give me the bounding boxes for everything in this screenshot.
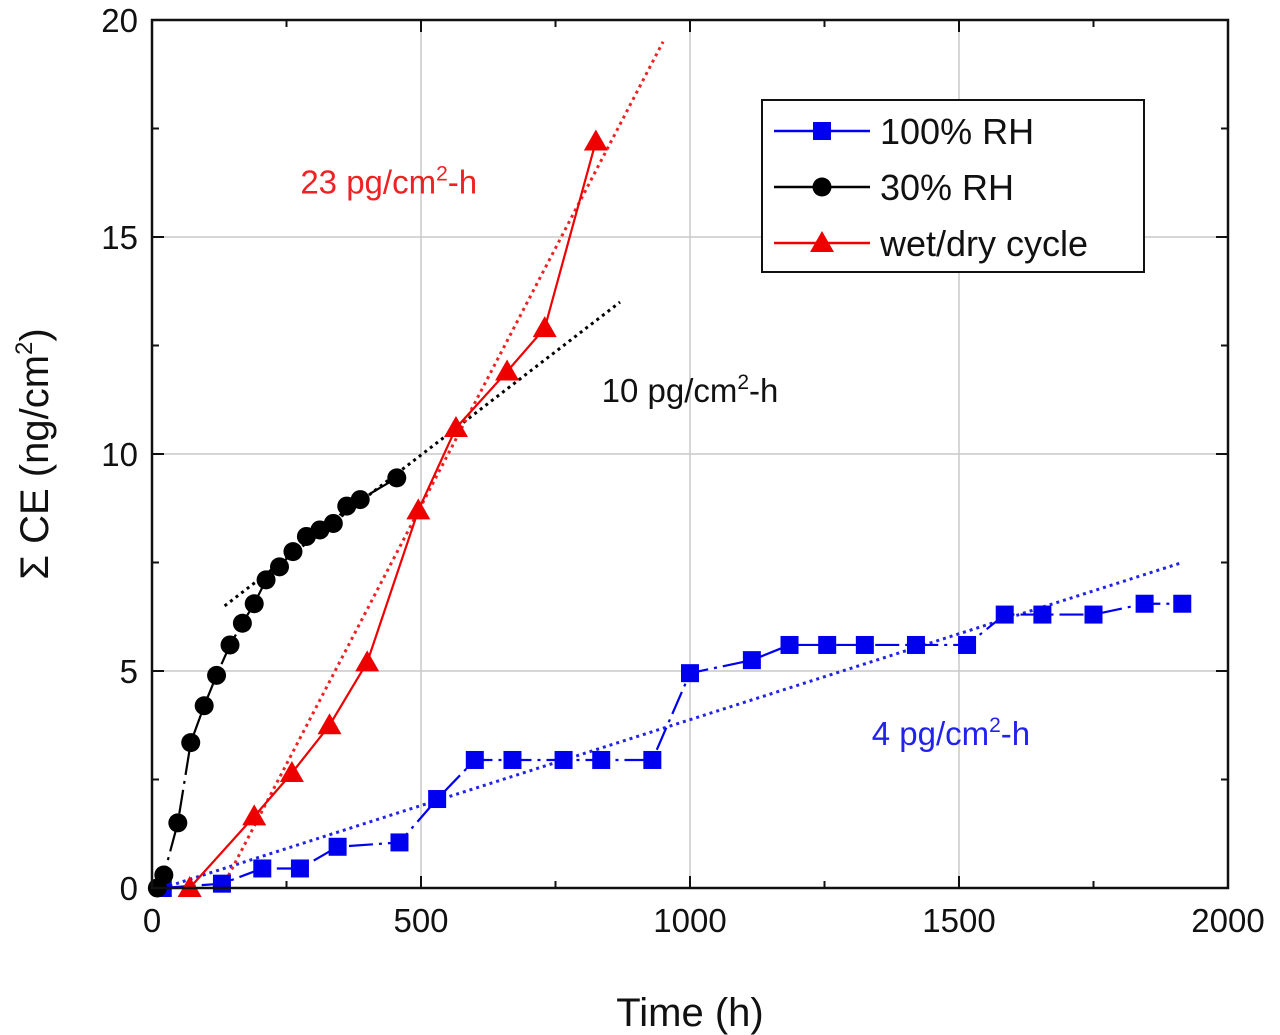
data-point-100-rh bbox=[995, 605, 1014, 624]
annotation-rate-blue: 4 pg/cm2-h bbox=[872, 714, 1030, 752]
data-point-30-rh bbox=[232, 613, 252, 633]
legend-label-wet-dry-cycle: wet/dry cycle bbox=[879, 223, 1088, 264]
data-point-30-rh bbox=[194, 696, 214, 716]
data-point-30-rh bbox=[323, 513, 343, 533]
annotation-superscript: 2 bbox=[989, 714, 1001, 737]
data-point-100-rh bbox=[742, 651, 761, 670]
data-point-wet-dry-cycle bbox=[355, 650, 380, 672]
legend-label-30-rh: 30% RH bbox=[880, 167, 1014, 208]
data-point-100-rh bbox=[780, 635, 799, 654]
data-point-wet-dry-cycle bbox=[532, 316, 557, 338]
series-group bbox=[147, 129, 1192, 898]
legend: 100% RH 30% RH wet/dry cycle bbox=[761, 99, 1145, 273]
legend-label-100-rh: 100% RH bbox=[880, 111, 1034, 152]
data-point-100-rh bbox=[328, 837, 347, 856]
data-point-30-rh bbox=[244, 594, 264, 614]
annotation-superscript: 2 bbox=[436, 163, 448, 186]
data-point-100-rh bbox=[906, 635, 925, 654]
data-point-100-rh bbox=[643, 750, 662, 769]
data-point-30-rh bbox=[256, 570, 276, 590]
data-point-30-rh bbox=[207, 665, 227, 685]
data-point-100-rh bbox=[681, 664, 699, 683]
data-point-100-rh bbox=[1033, 605, 1052, 624]
data-point-wet-dry-cycle bbox=[406, 498, 431, 520]
data-point-100-rh bbox=[428, 790, 447, 809]
data-point-30-rh bbox=[270, 557, 290, 577]
y-axis-title: Σ CE (ng/cm2) bbox=[11, 328, 57, 579]
x-tick-label: 2000 bbox=[1191, 902, 1264, 939]
y-tick-label: 15 bbox=[101, 219, 138, 256]
data-point-100-rh bbox=[958, 635, 977, 654]
annotation-rate-red: 23 pg/cm2-h bbox=[300, 163, 477, 201]
data-point-100-rh bbox=[390, 833, 409, 852]
legend-marker-wet-dry-cycle bbox=[810, 231, 834, 252]
series-line-wet-dry-cycle bbox=[188, 141, 597, 889]
y-axis-title-main: Σ CE (ng/cm bbox=[13, 355, 57, 580]
data-point-100-rh bbox=[503, 750, 522, 769]
legend-marker-100-rh bbox=[813, 122, 831, 140]
data-point-wet-dry-cycle bbox=[279, 760, 304, 782]
annotation-rate-black: 10 pg/cm2-h bbox=[602, 371, 779, 409]
annotation-suffix: -h bbox=[448, 164, 477, 201]
data-point-wet-dry-cycle bbox=[443, 415, 468, 437]
y-axis-title-superscript: 2 bbox=[11, 342, 38, 355]
y-axis-title-end: ) bbox=[13, 328, 57, 341]
x-tick-label: 1500 bbox=[922, 902, 995, 939]
data-point-100-rh bbox=[592, 750, 611, 769]
data-point-30-rh bbox=[283, 542, 303, 562]
data-point-30-rh bbox=[154, 865, 174, 885]
annotation-suffix: -h bbox=[749, 372, 778, 409]
data-point-100-rh bbox=[465, 750, 484, 769]
data-point-wet-dry-cycle bbox=[177, 876, 202, 897]
data-point-100-rh bbox=[290, 859, 309, 878]
y-tick-label: 20 bbox=[101, 2, 138, 39]
series-wet-dry-cycle bbox=[177, 129, 608, 897]
x-axis-title: Time (h) bbox=[616, 991, 763, 1035]
data-point-wet-dry-cycle bbox=[583, 129, 608, 151]
data-point-100-rh bbox=[1135, 594, 1154, 613]
data-point-wet-dry-cycle bbox=[242, 804, 267, 826]
tick-labels: 0 500 1000 1500 2000 0 5 10 15 20 bbox=[101, 2, 1264, 939]
data-point-100-rh bbox=[818, 635, 837, 654]
annotation-suffix: -h bbox=[1001, 715, 1030, 752]
trendline-wet-dry-cycle bbox=[220, 41, 665, 889]
legend-marker-30-rh bbox=[812, 177, 832, 197]
data-point-100-rh bbox=[253, 859, 272, 878]
annotation-superscript: 2 bbox=[737, 371, 749, 394]
annotation-text: 23 pg/cm bbox=[300, 164, 436, 201]
data-point-30-rh bbox=[181, 733, 201, 753]
x-tick-label: 1000 bbox=[653, 902, 726, 939]
y-tick-label: 0 bbox=[120, 870, 138, 907]
data-point-100-rh bbox=[1173, 594, 1192, 613]
data-point-wet-dry-cycle bbox=[317, 713, 342, 735]
data-point-wet-dry-cycle bbox=[495, 359, 520, 381]
data-point-30-rh bbox=[387, 468, 407, 488]
series-30-rh bbox=[147, 468, 407, 898]
data-point-30-rh bbox=[350, 490, 370, 510]
y-tick-label: 10 bbox=[101, 436, 138, 473]
ticks bbox=[151, 19, 1229, 889]
trendline-30-rh bbox=[223, 300, 621, 608]
data-point-100-rh bbox=[1084, 605, 1103, 624]
data-point-30-rh bbox=[220, 635, 240, 655]
data-point-100-rh bbox=[554, 750, 573, 769]
data-point-100-rh bbox=[855, 635, 874, 654]
data-point-100-rh bbox=[212, 874, 231, 893]
y-tick-label: 5 bbox=[120, 653, 138, 690]
annotations: 23 pg/cm2-h10 pg/cm2-h4 pg/cm2-h bbox=[300, 163, 1030, 752]
annotation-text: 10 pg/cm bbox=[602, 372, 738, 409]
data-point-30-rh bbox=[168, 813, 188, 833]
x-tick-label: 500 bbox=[393, 902, 448, 939]
x-tick-label: 0 bbox=[143, 902, 161, 939]
annotation-text: 4 pg/cm bbox=[872, 715, 989, 752]
